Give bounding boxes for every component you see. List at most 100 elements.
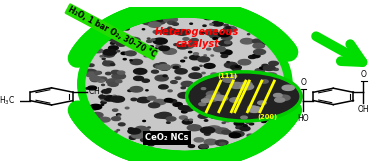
Circle shape: [241, 116, 247, 119]
Circle shape: [251, 91, 262, 96]
Circle shape: [214, 47, 225, 52]
Circle shape: [108, 46, 118, 50]
Circle shape: [146, 135, 160, 141]
Circle shape: [182, 120, 192, 124]
Circle shape: [262, 103, 270, 107]
Circle shape: [189, 51, 192, 53]
Circle shape: [235, 83, 243, 87]
Circle shape: [232, 83, 237, 85]
Circle shape: [209, 100, 222, 105]
Circle shape: [273, 96, 286, 102]
Circle shape: [224, 110, 233, 114]
Circle shape: [221, 77, 226, 79]
Circle shape: [248, 106, 256, 109]
Circle shape: [200, 65, 202, 66]
Circle shape: [171, 81, 177, 83]
Circle shape: [248, 34, 250, 35]
Circle shape: [223, 77, 234, 82]
Circle shape: [97, 79, 104, 82]
Circle shape: [194, 151, 200, 153]
Circle shape: [199, 145, 208, 149]
Circle shape: [206, 30, 218, 35]
Text: (111): (111): [218, 73, 238, 79]
Circle shape: [182, 106, 194, 111]
Circle shape: [221, 35, 226, 37]
Circle shape: [142, 79, 149, 82]
Circle shape: [95, 71, 101, 74]
Circle shape: [149, 103, 160, 108]
Circle shape: [159, 46, 169, 51]
Circle shape: [116, 42, 126, 46]
Circle shape: [231, 131, 244, 137]
Circle shape: [255, 69, 265, 73]
Circle shape: [108, 82, 118, 86]
Circle shape: [142, 19, 156, 25]
Circle shape: [205, 29, 216, 34]
Circle shape: [168, 27, 172, 29]
Circle shape: [259, 85, 270, 90]
Circle shape: [154, 139, 166, 144]
Circle shape: [163, 48, 177, 54]
Circle shape: [206, 76, 218, 81]
Circle shape: [225, 82, 236, 87]
Circle shape: [183, 38, 189, 40]
Circle shape: [144, 55, 149, 57]
Circle shape: [274, 94, 282, 97]
Circle shape: [113, 95, 116, 97]
Circle shape: [265, 119, 269, 121]
Circle shape: [187, 72, 301, 121]
Circle shape: [216, 96, 228, 101]
Circle shape: [222, 130, 231, 134]
Circle shape: [189, 73, 202, 78]
Circle shape: [209, 113, 223, 118]
Circle shape: [91, 112, 103, 118]
Circle shape: [204, 96, 218, 102]
Circle shape: [207, 126, 221, 132]
Circle shape: [112, 70, 119, 74]
Circle shape: [91, 78, 99, 82]
Circle shape: [132, 130, 136, 132]
Circle shape: [101, 104, 104, 105]
Circle shape: [128, 37, 140, 43]
Circle shape: [248, 106, 262, 112]
Circle shape: [260, 80, 268, 83]
Circle shape: [247, 134, 253, 137]
Circle shape: [263, 117, 270, 120]
Circle shape: [248, 103, 251, 104]
Circle shape: [204, 64, 215, 68]
Circle shape: [154, 99, 166, 105]
Ellipse shape: [81, 13, 288, 156]
Circle shape: [181, 81, 193, 86]
Circle shape: [238, 125, 240, 126]
Circle shape: [223, 28, 232, 31]
Circle shape: [253, 39, 262, 43]
Circle shape: [249, 123, 254, 125]
Circle shape: [197, 98, 211, 104]
Circle shape: [147, 96, 156, 100]
Circle shape: [189, 15, 192, 17]
Circle shape: [273, 91, 277, 93]
Circle shape: [257, 76, 270, 81]
Circle shape: [130, 59, 143, 65]
Circle shape: [172, 23, 178, 25]
Circle shape: [249, 55, 256, 59]
Circle shape: [121, 52, 127, 55]
Circle shape: [248, 103, 254, 105]
Circle shape: [246, 114, 249, 115]
Circle shape: [206, 95, 214, 99]
Circle shape: [220, 93, 225, 95]
Circle shape: [173, 102, 182, 106]
Circle shape: [161, 29, 175, 35]
Circle shape: [204, 55, 206, 56]
Circle shape: [215, 130, 218, 131]
Circle shape: [110, 64, 115, 66]
Circle shape: [116, 114, 121, 116]
Circle shape: [90, 107, 97, 110]
Circle shape: [173, 66, 179, 69]
Circle shape: [235, 94, 242, 97]
Circle shape: [128, 128, 141, 134]
Circle shape: [184, 57, 187, 58]
Circle shape: [229, 133, 240, 138]
Circle shape: [246, 105, 251, 107]
Circle shape: [159, 85, 168, 89]
